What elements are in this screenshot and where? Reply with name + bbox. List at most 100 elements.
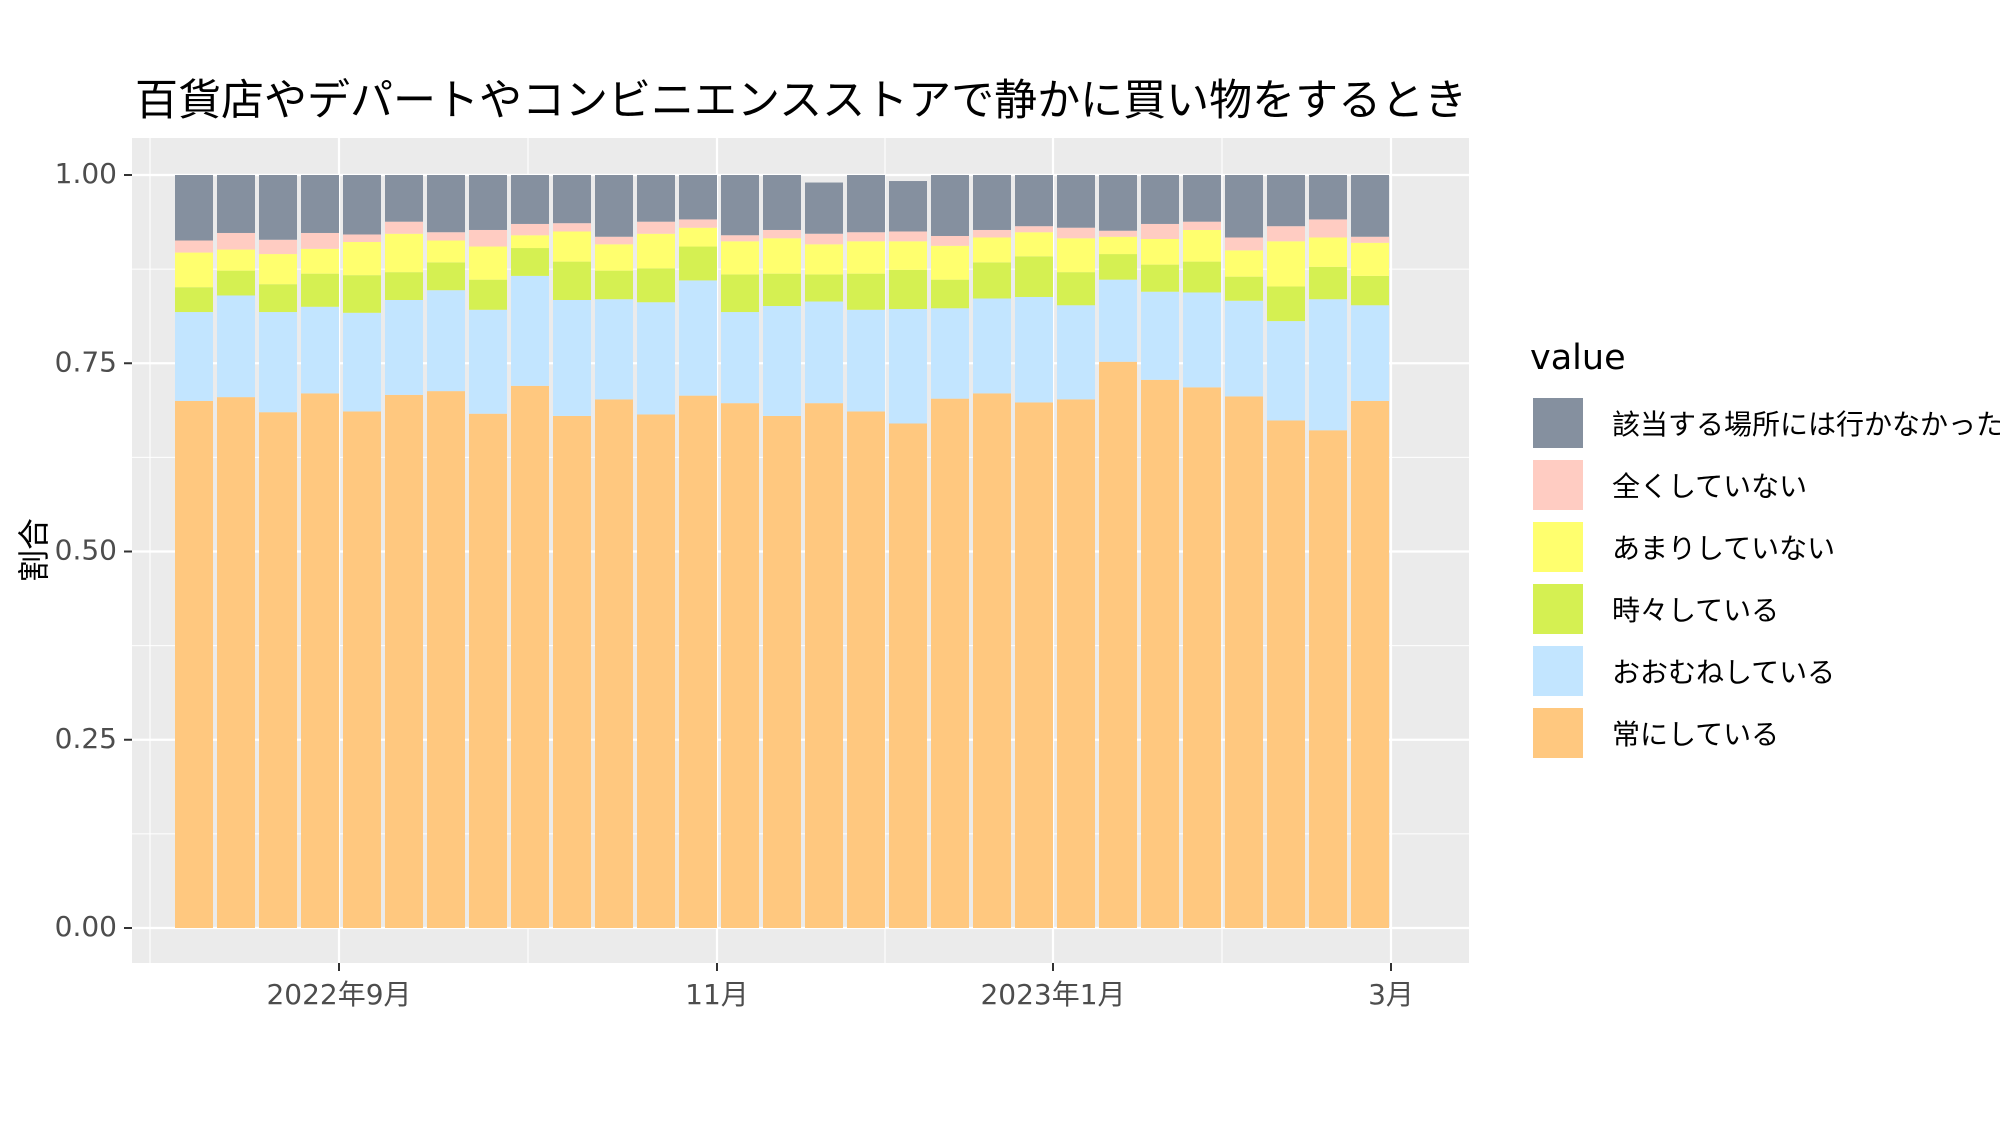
bar-segment-s5-0 — [175, 175, 213, 241]
bar-segment-s3-16 — [847, 241, 885, 274]
x-tick-label: 2023年1月 — [980, 978, 1125, 1011]
bar-segment-s0-16 — [847, 411, 885, 928]
bar-segment-s5-14 — [763, 175, 801, 230]
y-tick-label: 0.25 — [55, 722, 117, 755]
bar-segment-s1-26 — [1267, 321, 1305, 421]
bar-segment-s4-16 — [847, 232, 885, 242]
bar-segment-s0-19 — [973, 393, 1011, 928]
bar-segment-s4-17 — [889, 231, 927, 242]
bar-segment-s3-14 — [763, 238, 801, 274]
bar-segment-s2-23 — [1141, 264, 1179, 292]
bar-segment-s1-28 — [1351, 305, 1389, 401]
bar-segment-s0-14 — [763, 415, 801, 929]
bar-segment-s0-17 — [889, 423, 927, 928]
bar-segment-s5-10 — [595, 175, 633, 237]
chart-title: 百貨店やデパートやコンビニエンスストアで静かに買い物をするとき — [135, 76, 1468, 126]
bar-segment-s1-1 — [217, 295, 255, 398]
bar-segment-s2-22 — [1099, 254, 1137, 280]
bar-segment-s0-1 — [217, 397, 255, 928]
bar-segment-s3-1 — [217, 249, 255, 271]
bar-segment-s1-14 — [763, 306, 801, 416]
bar-segment-s1-25 — [1225, 300, 1263, 397]
bar-segment-s4-23 — [1141, 223, 1179, 240]
bar-segment-s2-5 — [385, 272, 423, 300]
bar-segment-s1-9 — [553, 299, 591, 416]
bar-segment-s3-23 — [1141, 239, 1179, 265]
bar-segment-s4-2 — [259, 239, 297, 255]
bar-segment-s3-10 — [595, 244, 633, 271]
bar-segment-s5-15 — [805, 182, 843, 234]
bar-segment-s4-11 — [637, 221, 675, 234]
y-tick-label: 1.00 — [55, 157, 117, 190]
bar-segment-s5-5 — [385, 175, 423, 222]
bar-segment-s0-12 — [679, 395, 717, 928]
legend-label: おおむねしている — [1612, 656, 1836, 689]
bar-segment-s2-14 — [763, 273, 801, 307]
bar-segment-s3-9 — [553, 231, 591, 262]
bar-segment-s5-25 — [1225, 175, 1263, 238]
bar-segment-s2-8 — [511, 248, 549, 276]
bar-segment-s3-20 — [1015, 232, 1053, 257]
bar-segment-s5-24 — [1183, 175, 1221, 222]
bar-segment-s3-8 — [511, 235, 549, 249]
bar-segment-s2-20 — [1015, 256, 1053, 297]
bar-segment-s2-11 — [637, 268, 675, 303]
bar-segment-s5-9 — [553, 175, 591, 224]
bar-segment-s3-12 — [679, 227, 717, 247]
legend-key-swatch — [1530, 643, 1586, 699]
legend-label: 時々している — [1612, 594, 1780, 627]
legend-label: あまりしていない — [1612, 532, 1836, 565]
bar-segment-s3-0 — [175, 252, 213, 288]
bar-segment-s0-8 — [511, 385, 549, 929]
bar-segment-s0-15 — [805, 403, 843, 928]
bar-segment-s3-25 — [1225, 250, 1263, 277]
bar-segment-s3-4 — [343, 242, 381, 276]
bar-segment-s2-3 — [301, 273, 339, 307]
bar-segment-s5-16 — [847, 175, 885, 233]
bar-segment-s5-3 — [301, 175, 339, 233]
bar-segment-s4-9 — [553, 223, 591, 232]
bar-segment-s0-23 — [1141, 379, 1179, 928]
bar-segment-s1-15 — [805, 301, 843, 404]
bar-segment-s5-26 — [1267, 175, 1305, 227]
bar-segment-s5-20 — [1015, 175, 1053, 227]
bar-segment-s3-15 — [805, 244, 843, 275]
bar-segment-s5-2 — [259, 175, 297, 240]
bar-segment-s4-6 — [427, 232, 465, 241]
bar-segment-s5-27 — [1309, 175, 1347, 220]
y-tick-label: 0.75 — [55, 345, 117, 378]
bar-segment-s5-1 — [217, 175, 255, 233]
bar-segment-s0-9 — [553, 415, 591, 929]
bar-segment-s2-15 — [805, 274, 843, 302]
legend-label: 常にしている — [1612, 718, 1780, 751]
bar-segment-s1-2 — [259, 312, 297, 413]
bar-segment-s5-19 — [973, 175, 1011, 230]
bar-segment-s2-1 — [217, 270, 255, 296]
bar-segment-s0-2 — [259, 412, 297, 928]
bar-segment-s1-27 — [1309, 299, 1347, 431]
bar-segment-s3-6 — [427, 240, 465, 263]
legend-title: value — [1530, 338, 1626, 378]
bar-segment-s2-16 — [847, 273, 885, 310]
bar-segment-s0-22 — [1099, 361, 1137, 928]
bar-segment-s2-6 — [427, 262, 465, 291]
bar-segment-s3-28 — [1351, 242, 1389, 276]
bar-segment-s3-5 — [385, 233, 423, 273]
bar-segment-s5-6 — [427, 175, 465, 233]
bar-segment-s4-28 — [1351, 236, 1389, 243]
bar-segment-s4-24 — [1183, 221, 1221, 230]
bar-segment-s5-12 — [679, 175, 717, 220]
bar-segment-s5-4 — [343, 175, 381, 235]
legend-item: あまりしていない — [1530, 516, 2000, 578]
bar-segment-s0-7 — [469, 413, 507, 928]
bar-segment-s1-10 — [595, 299, 633, 400]
bar-segment-s0-27 — [1309, 430, 1347, 928]
x-tick-label: 2022年9月 — [266, 978, 411, 1011]
bar-segment-s5-17 — [889, 181, 927, 232]
bar-segment-s3-22 — [1099, 236, 1137, 255]
bar-segment-s4-5 — [385, 221, 423, 234]
bar-segment-s0-13 — [721, 403, 759, 928]
bar-segment-s3-26 — [1267, 241, 1305, 287]
bar-segment-s0-0 — [175, 400, 213, 928]
legend-items: 該当する場所には行かなかった 全くしていない あまりしていない 時々している おおむねし… — [1530, 392, 2000, 764]
